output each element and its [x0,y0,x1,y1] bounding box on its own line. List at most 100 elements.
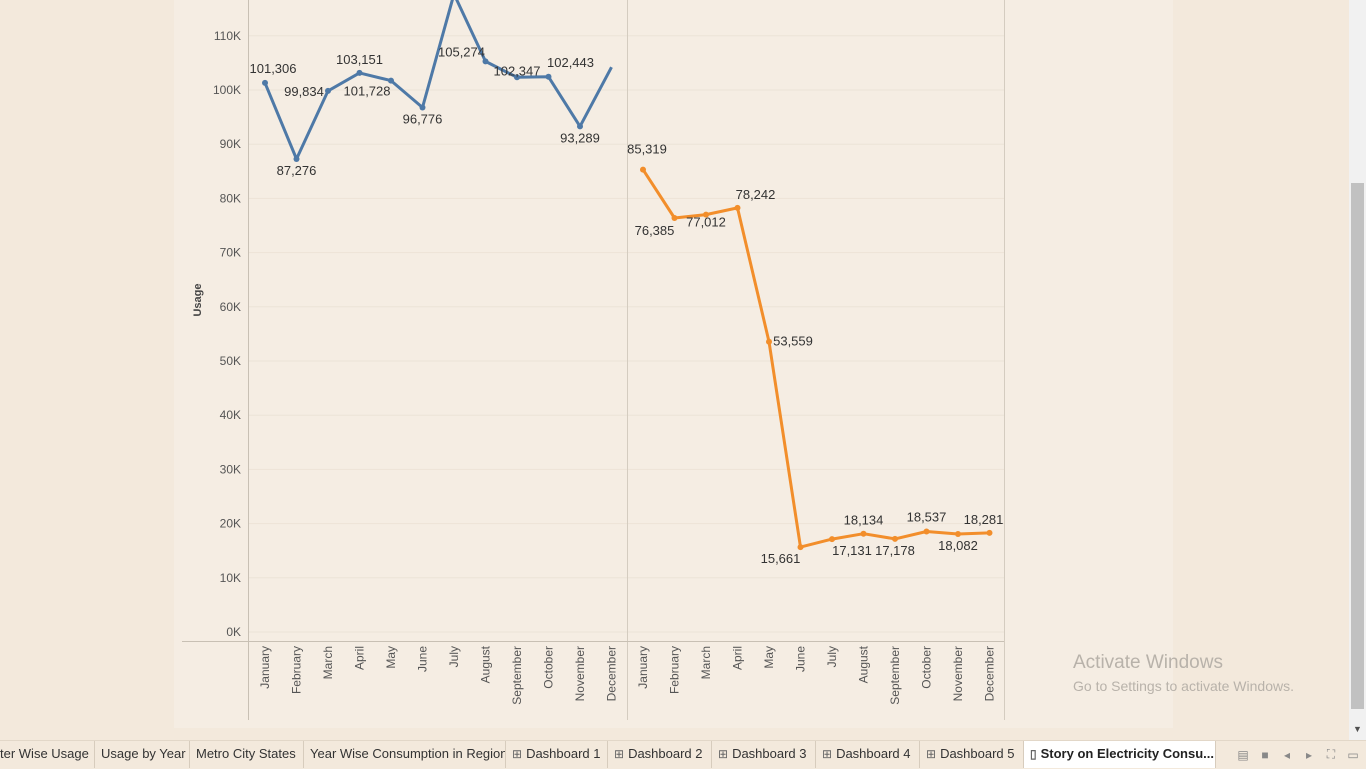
tab-dashboard-2[interactable]: ⊞ Dashboard 2 [608,741,712,768]
present-icon[interactable]: ▭ [1347,747,1359,762]
tab-label: Story on Electricity Consu... [1040,746,1214,761]
y-tick-label: 40K [220,408,241,422]
data-label: 18,134 [844,513,884,528]
data-label: 53,559 [773,334,813,349]
y-tick-label: 30K [220,462,241,476]
x-tick-label: January [636,646,650,689]
x-tick-label: April [353,646,367,670]
x-tick-label: April [731,646,745,670]
tab-label: Dashboard 4 [836,746,911,761]
data-point [545,73,552,80]
tab-dashboard-4[interactable]: ⊞ Dashboard 4 [816,741,920,768]
x-tick-label: October [542,646,556,689]
watermark-subtitle: Go to Settings to activate Windows. [1073,678,1294,694]
x-tick-label: June [794,646,808,672]
data-label: 102,347 [494,63,541,78]
data-point [766,338,772,345]
y-tick-label: 70K [220,246,241,260]
x-tick-label: August [479,645,493,683]
data-point [923,528,930,535]
tab-metro-city-states[interactable]: Metro City States [190,741,304,768]
x-tick-label: July [447,646,461,667]
dashboard-icon: ⊞ [718,747,729,761]
data-label: 18,537 [907,510,947,525]
x-tick-label: February [290,646,304,694]
tab-usage-by-year[interactable]: Usage by Year [95,741,190,768]
y-tick-label: 100K [213,83,241,97]
scrollbar-thumb[interactable] [1351,183,1364,709]
data-point [388,77,394,84]
data-point [514,74,520,81]
data-point [482,58,489,65]
data-point [892,535,898,542]
viz-canvas: 0K 10K 20K 30K 40K 50K 60K 70K 80K 90K 100K 110K Usa… [174,0,1173,728]
data-point [325,87,331,94]
data-label: 99,834 [284,84,324,99]
vertical-scrollbar[interactable]: ▼ [1349,0,1366,740]
x-tick-label: November [951,646,965,701]
data-label: 85,319 [627,142,667,157]
data-label: 78,242 [736,187,776,202]
data-label: 93,289 [560,130,600,145]
x-tick-label: December [983,646,997,701]
data-point [640,166,646,173]
data-point [262,79,268,86]
data-point [293,155,300,162]
tab-dashboard-1[interactable]: ⊞ Dashboard 1 [506,741,608,768]
data-label: 15,661 [761,551,801,566]
data-label: 17,131 [832,543,872,558]
tab-dashboard-3[interactable]: ⊞ Dashboard 3 [712,741,816,768]
data-label: 102,443 [547,55,594,70]
tab-label: Dashboard 5 [940,746,1015,761]
sheet-tab-bar: ter Wise Usage Usage by Year Metro City … [0,740,1366,769]
data-point [860,530,867,537]
tab-story-electricity[interactable]: ▯ Story on Electricity Consu... [1024,741,1216,768]
data-point [671,214,678,221]
x-tick-label: July [825,646,839,667]
dashboard-icon: ⊞ [614,747,625,761]
y-tick-label: 60K [220,300,241,314]
tab-label: Dashboard 3 [732,746,807,761]
tab-cluster-wise-usage[interactable]: ter Wise Usage [0,741,95,768]
x-tick-label: September [510,646,524,705]
x-tick-label: March [321,646,335,679]
tab-dashboard-5[interactable]: ⊞ Dashboard 5 [920,741,1024,768]
data-label: 101,728 [344,84,391,99]
series-line [263,0,613,161]
activate-windows-watermark: Activate Windows Go to Settings to activ… [1073,652,1294,696]
data-point [829,536,835,543]
x-tick-label: October [920,646,934,689]
film-strip-icon[interactable]: ▤ [1237,747,1249,762]
data-point [955,530,961,537]
single-sheet-icon[interactable]: ■ [1261,747,1269,762]
scroll-down-arrow-icon[interactable]: ▼ [1353,723,1362,734]
data-point [703,211,709,218]
data-label: 101,306 [250,61,297,76]
x-tick-label: March [699,646,713,679]
tab-year-wise-consumption[interactable]: Year Wise Consumption in Region [304,741,506,768]
previous-icon[interactable]: ◂ [1283,747,1291,762]
data-label: 103,151 [336,52,383,67]
data-point [734,204,741,211]
x-tick-label: August [857,645,871,683]
dashboard-icon: ⊞ [926,747,937,761]
dashboard-icon: ⊞ [822,747,833,761]
y-tick-label: 110K [214,29,241,43]
y-axis-title: Usage [192,283,204,316]
x-tick-label: June [416,646,430,672]
data-label: 18,082 [938,538,978,553]
data-label: 87,276 [277,163,317,178]
tab-label: ter Wise Usage [0,746,89,761]
data-point [419,104,426,111]
x-tick-label: September [888,646,902,705]
story-icon: ▯ [1030,747,1037,761]
tab-label: Dashboard 2 [628,746,703,761]
x-tick-label: May [762,646,776,669]
x-tick-label: January [258,646,272,689]
x-tick-label: December [605,646,619,701]
next-icon[interactable]: ▸ [1305,747,1313,762]
fullscreen-icon[interactable]: ⛶ [1326,747,1336,761]
y-tick-label: 80K [220,191,241,205]
tab-label: Usage by Year [101,746,186,761]
data-label: 17,178 [875,543,915,558]
